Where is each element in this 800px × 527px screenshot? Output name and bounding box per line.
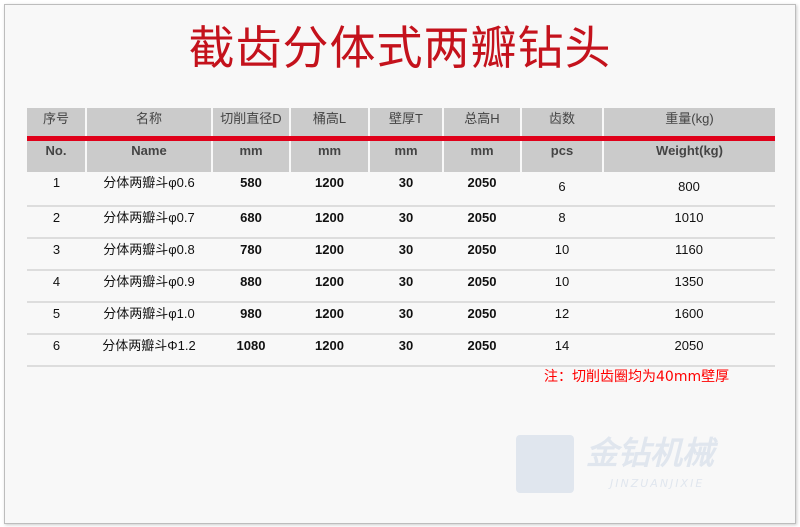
table-cell: 10 <box>521 238 603 271</box>
logo-text-cn: 金钻机械 <box>586 434 715 472</box>
table-cell: 30 <box>369 238 443 271</box>
table-cell: 2050 <box>443 206 521 239</box>
table-cell: 1200 <box>290 172 369 207</box>
table-cell: 880 <box>212 270 290 303</box>
table-cell: 680 <box>212 206 290 239</box>
table-cell: 30 <box>369 302 443 335</box>
table-cell: 1200 <box>290 206 369 239</box>
header-cell: 重量(kg) <box>602 108 775 136</box>
page-title: 截齿分体式两瓣钻头 <box>188 21 612 75</box>
header-row-en: No. Name mm mm mm mm pcs Weight(kg) <box>27 141 775 172</box>
watermark-logo: 金钻机械 JINZUANJIXIE <box>514 427 749 497</box>
table-cell: 1200 <box>290 302 369 335</box>
table-cell: 1600 <box>603 302 775 335</box>
table-cell: 780 <box>212 238 290 271</box>
table-cell: 1200 <box>290 334 369 367</box>
table-cell: 分体两瓣斗φ0.6 <box>86 172 212 207</box>
table-cell: 1010 <box>603 206 775 239</box>
table-row: 5 分体两瓣斗φ1.0 980 1200 30 2050 12 1600 <box>27 302 775 335</box>
header-cell: 名称 <box>85 108 212 136</box>
table-row: 1 分体两瓣斗φ0.6 580 1200 30 2050 6 800 <box>27 172 775 207</box>
table-cell: 分体两瓣斗φ1.0 <box>86 302 212 335</box>
table-cell: 1080 <box>212 334 290 367</box>
table-cell: 10 <box>521 270 603 303</box>
table-cell: 2050 <box>443 238 521 271</box>
header-cell: Name <box>85 141 212 172</box>
table-cell: 分体两瓣斗φ0.9 <box>86 270 212 303</box>
table-cell: 1200 <box>290 238 369 271</box>
table-cell: 30 <box>369 270 443 303</box>
table-cell: 6 <box>27 334 86 367</box>
table-cell: 3 <box>27 238 86 271</box>
header-cell: 齿数 <box>520 108 603 136</box>
table-cell: 4 <box>27 270 86 303</box>
table-cell: 分体两瓣斗φ0.7 <box>86 206 212 239</box>
table-cell: 2050 <box>443 270 521 303</box>
table-cell: 2050 <box>443 302 521 335</box>
table-cell: 2050 <box>443 334 521 367</box>
header-cell: mm <box>442 141 521 172</box>
logo-mark-icon <box>516 435 574 493</box>
table-cell: 1350 <box>603 270 775 303</box>
header-cell: mm <box>289 141 369 172</box>
table-cell: 8 <box>521 206 603 239</box>
table-cell: 30 <box>369 206 443 239</box>
table-row: 3 分体两瓣斗φ0.8 780 1200 30 2050 10 1160 <box>27 238 775 271</box>
table-cell: 2050 <box>603 334 775 367</box>
header-cell: Weight(kg) <box>602 141 775 172</box>
table-cell: 30 <box>369 334 443 367</box>
table-cell: 2 <box>27 206 86 239</box>
spec-table: 序号 名称 切削直径D 桶高L 壁厚T 总高H 齿数 重量(kg) No. Na… <box>27 108 775 367</box>
header-cell: 序号 <box>27 108 86 136</box>
logo-text-en: JINZUANJIXIE <box>610 477 705 490</box>
header-cell: 总高H <box>442 108 521 136</box>
table-cell: 2050 <box>443 172 521 207</box>
header-cell: 切削直径D <box>211 108 290 136</box>
table-cell: 1200 <box>290 270 369 303</box>
red-divider <box>27 136 775 141</box>
table-cell: 30 <box>369 172 443 207</box>
table-row: 2 分体两瓣斗φ0.7 680 1200 30 2050 8 1010 <box>27 206 775 239</box>
table-cell: 14 <box>521 334 603 367</box>
table-cell: 12 <box>521 302 603 335</box>
header-cell: 桶高L <box>289 108 369 136</box>
header-cell: mm <box>368 141 443 172</box>
table-cell: 分体两瓣斗Φ1.2 <box>86 334 212 367</box>
header-cell: pcs <box>520 141 603 172</box>
header-row-cn: 序号 名称 切削直径D 桶高L 壁厚T 总高H 齿数 重量(kg) <box>27 108 775 136</box>
table-cell: 800 <box>603 172 775 207</box>
header-cell: mm <box>211 141 290 172</box>
table-cell: 分体两瓣斗φ0.8 <box>86 238 212 271</box>
table-cell: 6 <box>521 172 603 207</box>
header-cell: No. <box>27 141 86 172</box>
table-cell: 1160 <box>603 238 775 271</box>
table-row: 6 分体两瓣斗Φ1.2 1080 1200 30 2050 14 2050 <box>27 334 775 367</box>
table-row: 4 分体两瓣斗φ0.9 880 1200 30 2050 10 1350 <box>27 270 775 303</box>
footnote: 注：切削齿圈均为40mm壁厚 <box>544 369 730 385</box>
table-cell: 980 <box>212 302 290 335</box>
table-cell: 5 <box>27 302 86 335</box>
table-cell: 580 <box>212 172 290 207</box>
table-cell: 1 <box>27 172 86 207</box>
header-cell: 壁厚T <box>368 108 443 136</box>
